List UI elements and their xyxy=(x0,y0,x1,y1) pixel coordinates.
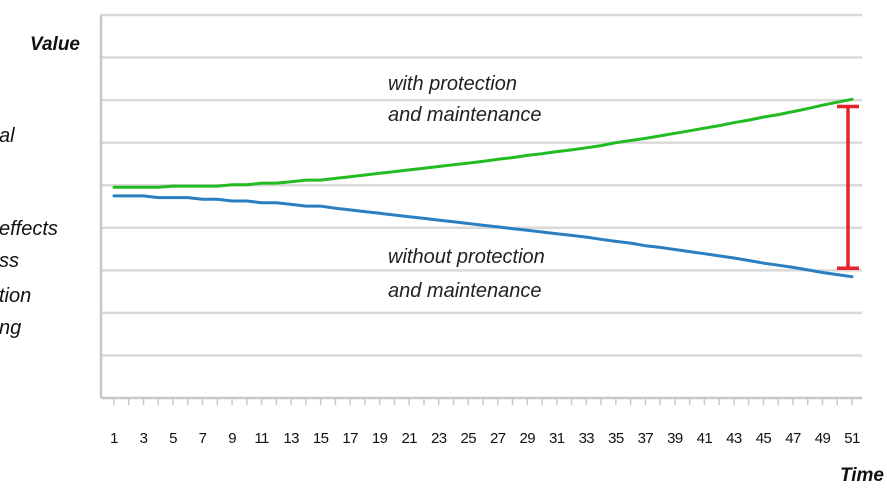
x-tick-label: 39 xyxy=(667,430,683,447)
series-lines xyxy=(112,97,854,279)
annotation-with-protection: with protection and maintenance xyxy=(388,73,541,126)
annotation-line: and maintenance xyxy=(388,104,541,126)
x-tick-label: 37 xyxy=(638,430,654,447)
x-tick-label: 13 xyxy=(283,430,299,447)
series-line xyxy=(112,194,854,279)
x-tick-label: 9 xyxy=(228,430,236,447)
annotation-line: with protection xyxy=(388,73,517,95)
x-tick-label: 11 xyxy=(254,430,269,447)
x-tick-label: 7 xyxy=(199,430,207,447)
x-tick-label: 29 xyxy=(520,430,536,447)
x-axis-title: Time xyxy=(840,465,884,486)
x-tick-label: 47 xyxy=(785,430,801,447)
x-tick-label: 1 xyxy=(110,430,118,447)
side-text-line: al xyxy=(0,125,15,147)
side-text-block: al effects ss tion ng xyxy=(0,125,58,339)
x-axis: 1 3 5 7 9 11 13 15 17 19 21 23 25 27 29 31 33 35 37 39 41 43 4… xyxy=(99,15,862,447)
side-text-line: ng xyxy=(0,317,21,339)
x-tick-label: 3 xyxy=(140,430,148,447)
series-line xyxy=(112,97,854,189)
x-tick-label: 25 xyxy=(460,430,476,447)
x-tick-label: 5 xyxy=(169,430,177,447)
y-axis-title: Value xyxy=(30,34,80,55)
x-tick-label: 15 xyxy=(313,430,329,447)
x-tick-label: 17 xyxy=(342,430,358,447)
side-text-line: tion xyxy=(0,285,31,307)
x-tick-label: 41 xyxy=(697,430,713,447)
x-tick-label: 49 xyxy=(815,430,831,447)
x-tick-label: 23 xyxy=(431,430,447,447)
x-tick-label: 21 xyxy=(401,430,417,447)
annotation-line: and maintenance xyxy=(388,280,541,302)
side-text-line: ss xyxy=(0,250,19,272)
side-text-line: effects xyxy=(0,218,58,240)
x-tick-label: 35 xyxy=(608,430,624,447)
x-tick-label: 33 xyxy=(579,430,595,447)
x-tick-label: 45 xyxy=(756,430,772,447)
x-tick-label: 43 xyxy=(726,430,742,447)
x-tick-label: 27 xyxy=(490,430,506,447)
x-tick-label: 19 xyxy=(372,430,388,447)
x-tick-label: 51 xyxy=(844,430,860,447)
gap-marker xyxy=(837,104,859,270)
x-tick-label: 31 xyxy=(549,430,565,447)
annotation-without-protection: without protection and maintenance xyxy=(388,246,545,302)
annotation-line: without protection xyxy=(388,246,545,268)
